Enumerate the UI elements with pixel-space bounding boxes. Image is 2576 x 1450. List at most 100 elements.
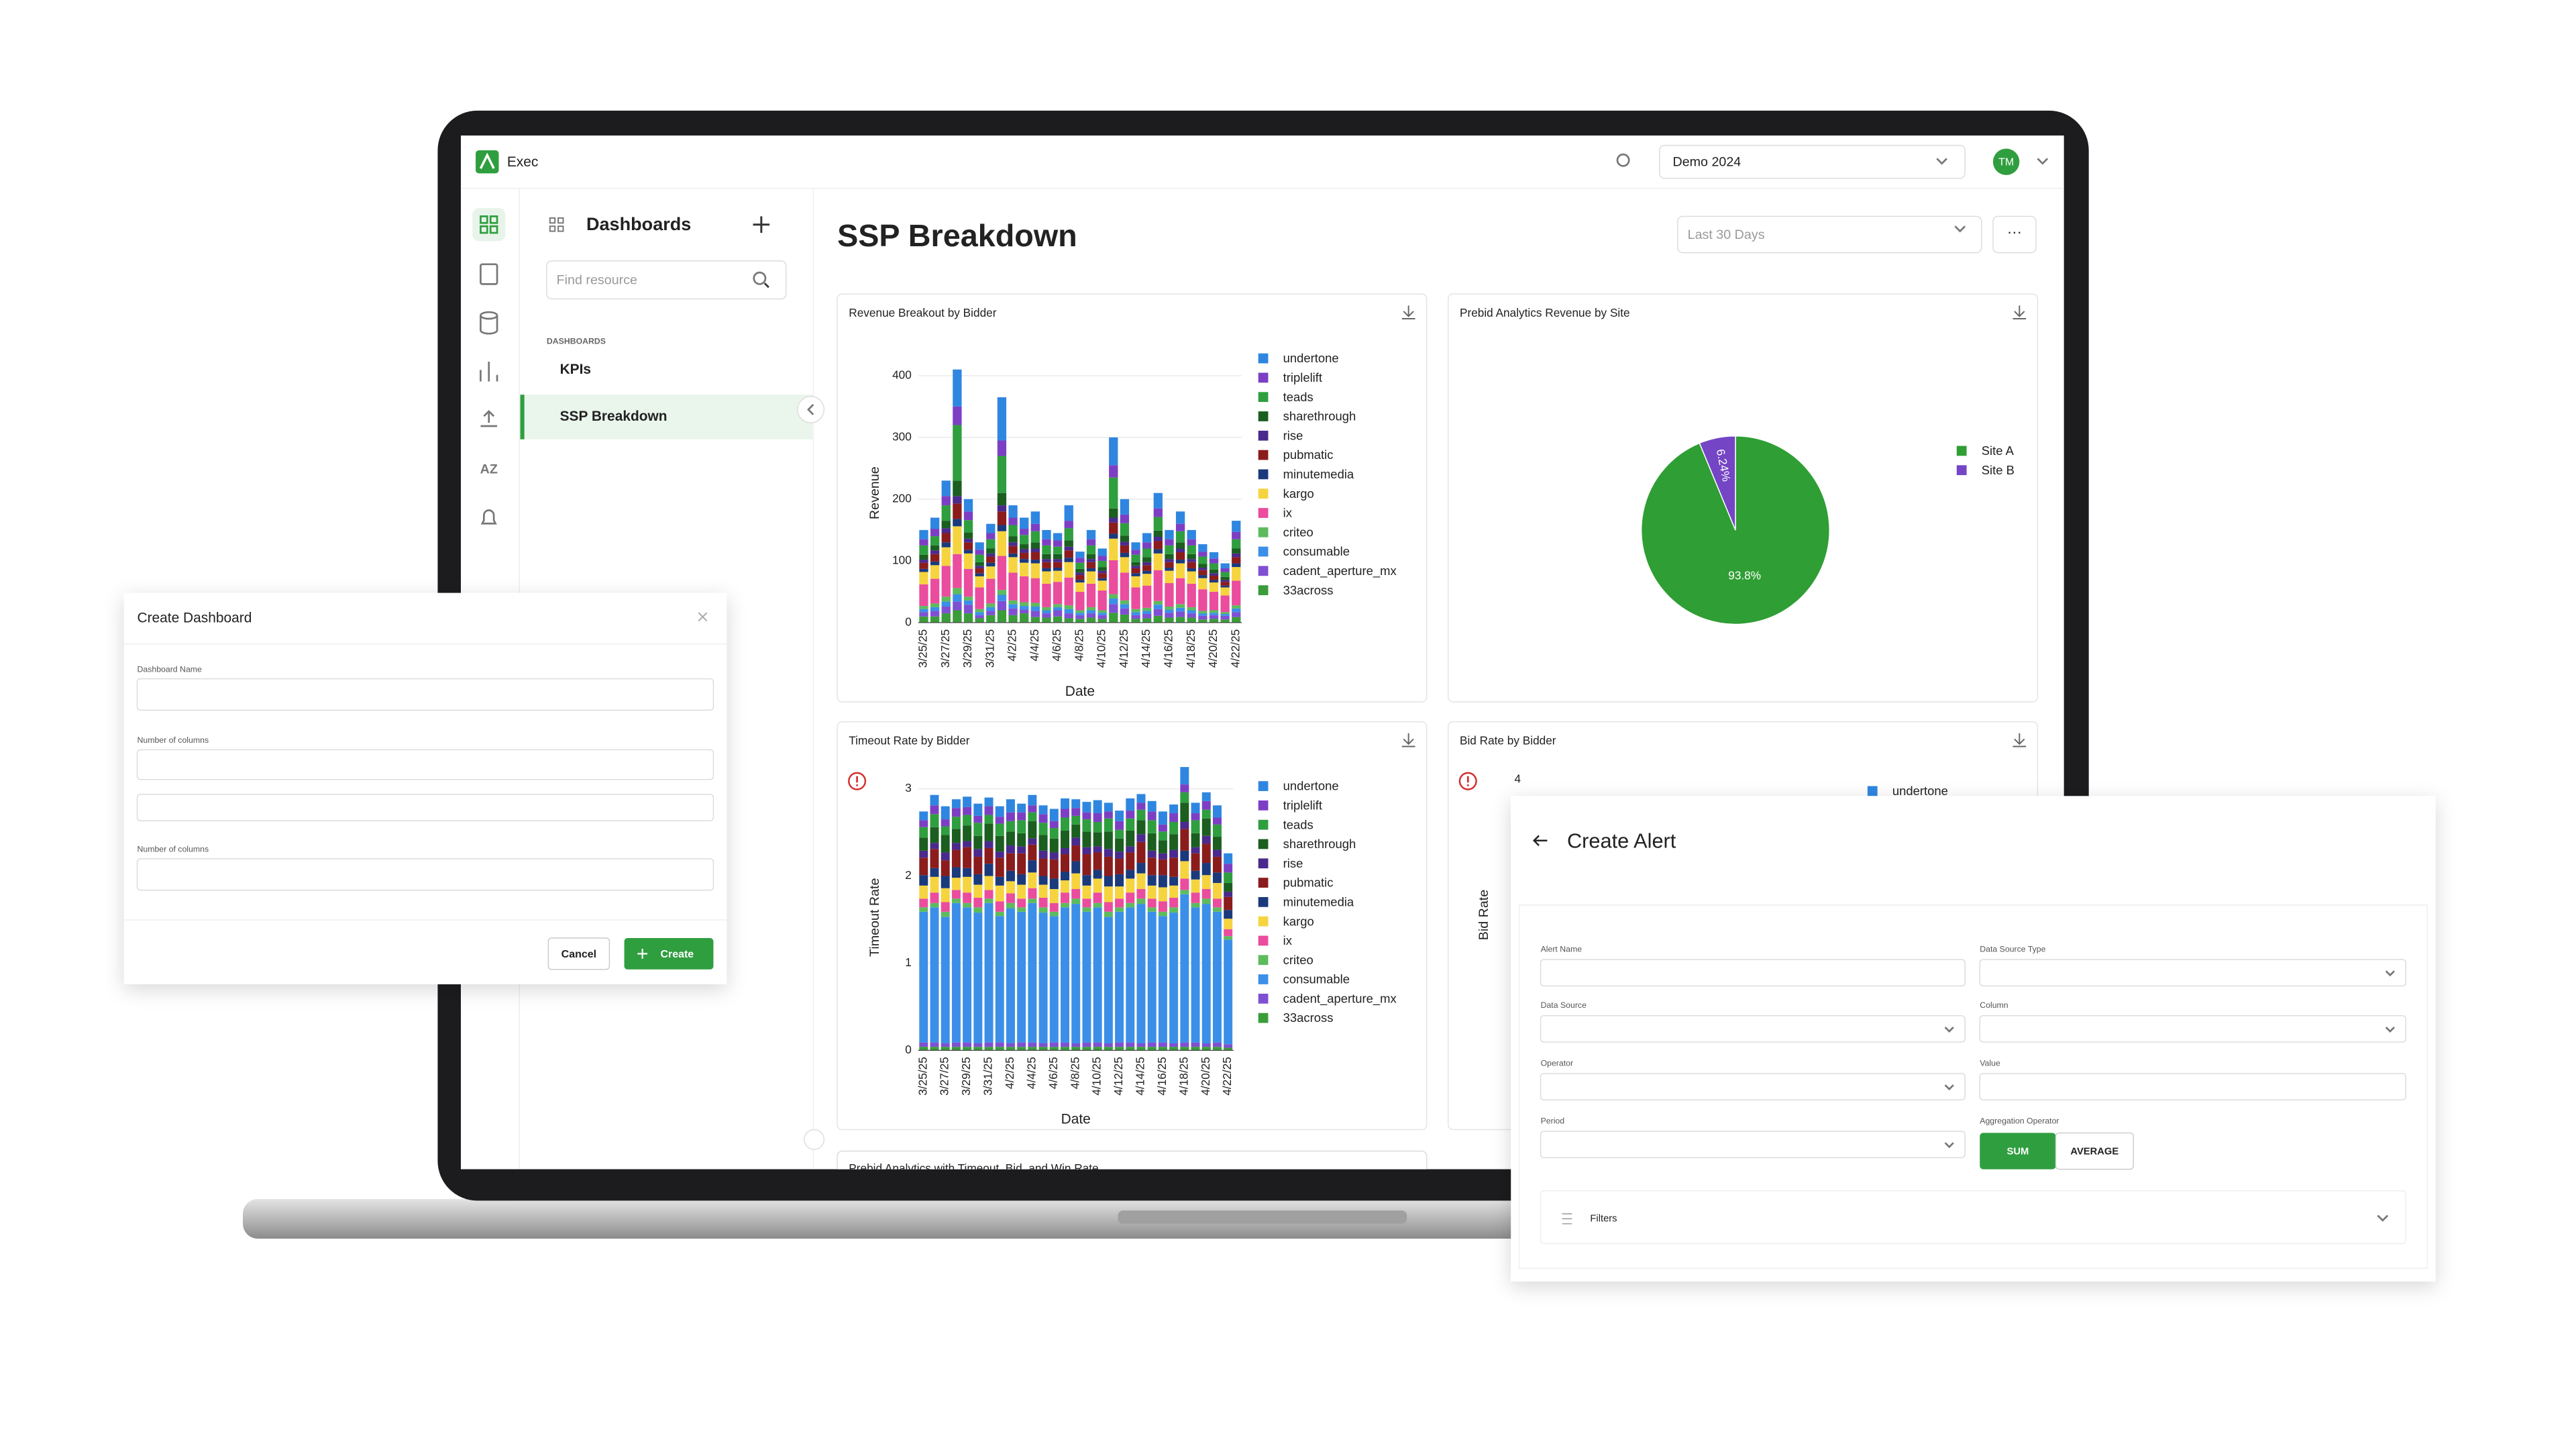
bar-segment — [973, 907, 983, 913]
search-input[interactable] — [546, 260, 787, 300]
date-range-select[interactable] — [1677, 215, 1982, 254]
close-button[interactable] — [698, 612, 708, 622]
bar-segment — [1147, 885, 1157, 899]
bar-segment — [963, 568, 973, 597]
bar-segment — [1071, 1047, 1081, 1051]
bar-segment — [984, 841, 994, 848]
text-input[interactable] — [1540, 1131, 1966, 1159]
bar-segment — [919, 529, 928, 539]
bar-segment — [1038, 913, 1048, 1043]
search-icon[interactable] — [1616, 153, 1630, 167]
bar-segment — [1126, 907, 1135, 1043]
bar-segment — [1115, 1047, 1124, 1051]
bar-segment — [1131, 615, 1140, 619]
bar-segment — [986, 603, 996, 607]
back-button[interactable] — [1532, 835, 1548, 847]
rail-report-icon[interactable] — [480, 263, 498, 285]
bar-segment — [1075, 575, 1085, 580]
bar-segment — [973, 874, 983, 885]
rail-chart-icon[interactable] — [480, 362, 498, 382]
rail-data-icon[interactable] — [480, 315, 498, 335]
sidebar-item[interactable]: SSP Breakdown — [560, 409, 667, 424]
bar-segment — [1212, 817, 1222, 825]
bar-segment — [953, 594, 962, 602]
bar-segment — [1131, 612, 1140, 615]
cancel-button[interactable] — [547, 937, 610, 970]
legend-label: criteo — [1283, 953, 1313, 967]
bar-segment — [1175, 542, 1185, 549]
bar-segment — [1093, 870, 1102, 879]
bar-segment — [1061, 880, 1069, 893]
bar-segment — [1201, 863, 1211, 876]
rail-bell-icon[interactable] — [480, 509, 497, 525]
text-input[interactable] — [1979, 1015, 2407, 1043]
bar-segment — [1180, 850, 1189, 862]
bar-segment — [1038, 858, 1048, 876]
text-input[interactable] — [1540, 1073, 1966, 1100]
bar-segment — [963, 876, 972, 893]
bar-segment — [941, 606, 951, 614]
search-icon[interactable] — [753, 271, 767, 285]
bar-segment — [973, 835, 983, 849]
text-input[interactable] — [136, 794, 714, 821]
bar-segment — [1093, 1042, 1102, 1047]
text-input[interactable] — [1979, 959, 2407, 987]
y-tick-label: 300 — [892, 429, 912, 443]
avatar[interactable] — [1992, 148, 2020, 175]
download-icon[interactable] — [2012, 305, 2027, 320]
x-tick-label: 4/20/25 — [1206, 629, 1220, 668]
bar-segment — [1053, 554, 1063, 560]
toggle-average[interactable] — [2055, 1132, 2134, 1170]
workspace-select[interactable] — [1659, 144, 1966, 179]
bar-segment — [1028, 838, 1037, 845]
bar-segment — [997, 493, 1007, 506]
sidebar-item[interactable]: KPIs — [560, 362, 591, 377]
toggle-label: SUM — [2006, 1147, 2029, 1157]
download-icon[interactable] — [1401, 305, 1415, 320]
bar-segment — [1020, 602, 1029, 607]
bar-segment — [1028, 898, 1037, 903]
y-tick-label: 0 — [905, 615, 912, 628]
add-dashboard[interactable] — [753, 216, 770, 234]
bar-segment — [997, 511, 1007, 525]
chevron[interactable] — [2037, 158, 2049, 165]
text-input[interactable] — [136, 749, 714, 780]
bar-segment — [1020, 535, 1029, 545]
x-tick-label: 4/22/25 — [1220, 1057, 1234, 1095]
bar-segment — [1042, 610, 1051, 614]
collapse-button[interactable] — [797, 395, 825, 423]
bar-segment — [941, 876, 950, 888]
filters-box[interactable] — [1540, 1190, 2407, 1245]
bar-segment — [1224, 1047, 1233, 1051]
text-input[interactable] — [136, 678, 714, 711]
bar-segment — [1191, 1047, 1200, 1051]
bar-segment — [995, 858, 1004, 877]
bar-segment — [1064, 558, 1073, 562]
menu-button[interactable] — [1992, 215, 2037, 254]
rail-dashboard-icon[interactable] — [480, 215, 498, 234]
bar-segment — [1109, 613, 1118, 623]
bar-segment — [1075, 582, 1085, 592]
bar-segment — [930, 536, 940, 546]
download-icon[interactable] — [2012, 733, 2027, 747]
sidebar-icon — [549, 217, 564, 232]
text-input[interactable] — [1540, 959, 1966, 987]
legend-swatch — [1258, 839, 1269, 849]
text-input[interactable] — [1540, 1015, 1966, 1043]
rail-upload-icon[interactable] — [480, 409, 498, 427]
bar-segment — [1038, 1043, 1048, 1047]
rail-az[interactable]: AZ — [480, 462, 498, 476]
bar-segment — [984, 902, 994, 1043]
resize-handle[interactable] — [804, 1129, 825, 1150]
text-input[interactable] — [136, 858, 714, 891]
field-label: Column — [1980, 1000, 2008, 1010]
create-button[interactable] — [624, 938, 714, 970]
text-input[interactable] — [1979, 1073, 2407, 1100]
legend-label: Site A — [1982, 444, 2015, 458]
bar-segment — [1053, 546, 1063, 554]
toggle-sum[interactable] — [1980, 1133, 2056, 1170]
bar-segment — [1175, 578, 1185, 605]
download-icon[interactable] — [1401, 733, 1415, 747]
create-label: Create — [660, 949, 694, 960]
